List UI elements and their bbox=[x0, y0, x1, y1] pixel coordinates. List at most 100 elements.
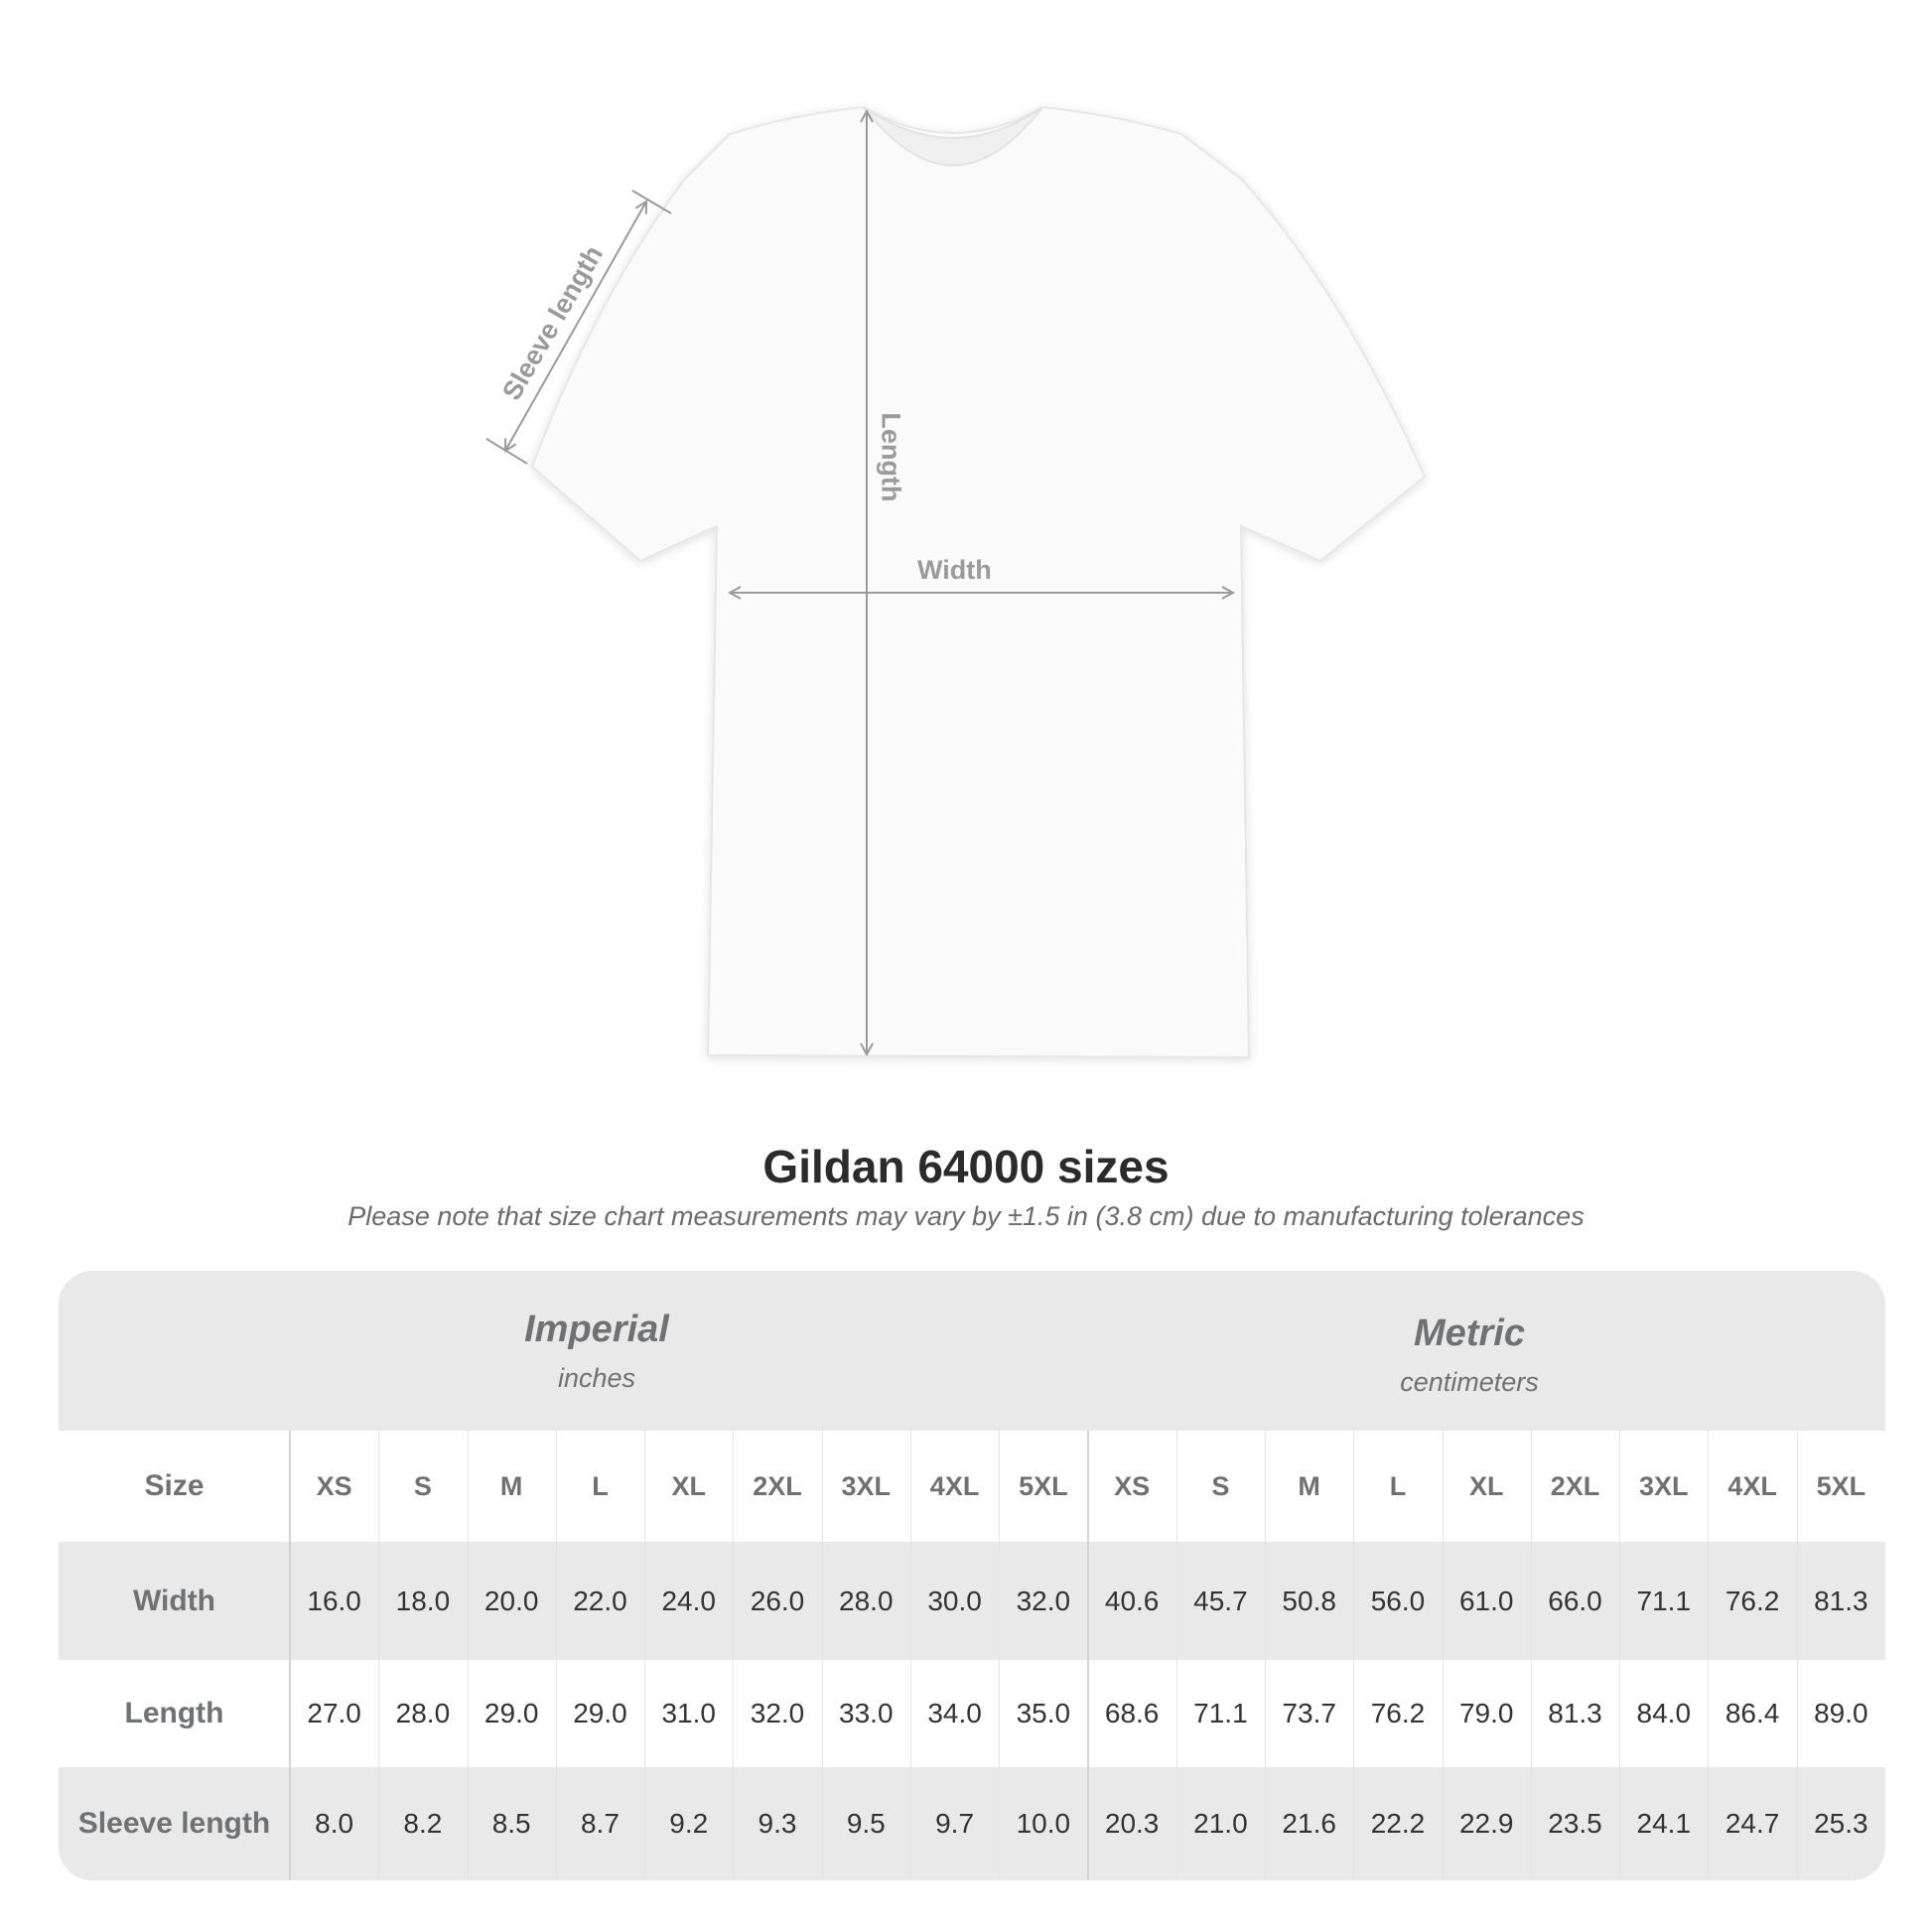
table-cell: 31.0 bbox=[661, 1698, 716, 1728]
size-header: 5XL bbox=[1816, 1470, 1866, 1501]
imperial-title: Imperial bbox=[524, 1309, 669, 1350]
table-cell: 68.6 bbox=[1104, 1698, 1160, 1728]
size-label: Size bbox=[144, 1469, 205, 1502]
metric-unit: centimeters bbox=[1400, 1367, 1539, 1397]
table-cell: 89.0 bbox=[1814, 1698, 1868, 1728]
table-cell: 34.0 bbox=[927, 1698, 982, 1728]
table-cell: 8.5 bbox=[491, 1808, 531, 1839]
table-cell: 32.0 bbox=[750, 1698, 805, 1728]
divider bbox=[733, 1431, 735, 1880]
size-header: S bbox=[1211, 1470, 1230, 1501]
table-cell: 81.3 bbox=[1548, 1698, 1602, 1728]
table-cell: 29.0 bbox=[483, 1698, 539, 1728]
divider bbox=[1708, 1431, 1710, 1880]
size-header: 2XL bbox=[753, 1470, 802, 1501]
metric-title: Metric bbox=[1414, 1312, 1525, 1354]
divider bbox=[999, 1431, 1001, 1880]
table-cell: 86.4 bbox=[1725, 1698, 1780, 1728]
table-cell: 24.1 bbox=[1636, 1808, 1692, 1839]
table-cell: 20.0 bbox=[483, 1585, 539, 1616]
size-header: XS bbox=[316, 1470, 352, 1501]
divider bbox=[289, 1431, 291, 1880]
table-row: Length 27.0 28.0 29.0 29.0 31.0 32.0 33.0 34.0 35… bbox=[59, 1660, 1885, 1767]
table-cell: 56.0 bbox=[1370, 1585, 1426, 1616]
unit-header: Imperial inches Metric centimeters bbox=[59, 1271, 1885, 1431]
table-row: Width 16.0 18.0 20.0 22.0 24.0 26.0 28.0 30.0 32.… bbox=[59, 1542, 1885, 1660]
page-title: Gildan 64000 sizes bbox=[762, 1141, 1170, 1192]
divider bbox=[1175, 1431, 1177, 1880]
table-cell: 71.1 bbox=[1636, 1585, 1692, 1616]
metric-header: Metric centimeters bbox=[1033, 1312, 1885, 1398]
divider bbox=[1619, 1431, 1621, 1880]
divider bbox=[821, 1431, 823, 1880]
divider bbox=[1442, 1431, 1444, 1880]
size-header: L bbox=[592, 1470, 609, 1501]
size-header: XL bbox=[671, 1470, 706, 1501]
row-label: Length bbox=[124, 1697, 224, 1729]
table-cell: 23.5 bbox=[1548, 1808, 1602, 1839]
table-cell: 9.2 bbox=[669, 1808, 709, 1839]
table-cell: 8.2 bbox=[403, 1808, 443, 1839]
divider bbox=[1265, 1431, 1267, 1880]
tolerance-note: Please note that size chart measurements… bbox=[347, 1201, 1585, 1231]
imperial-unit: inches bbox=[557, 1363, 636, 1393]
table-cell: 84.0 bbox=[1636, 1698, 1692, 1728]
table-cell: 16.0 bbox=[307, 1585, 361, 1616]
size-header: 2XL bbox=[1550, 1470, 1600, 1501]
size-header-row: Size XS S M L XL 2XL 3XL 4XL 5XL XS S M L XL 2XL 3XL 4XL 5… bbox=[59, 1431, 1885, 1542]
imperial-header: Imperial inches bbox=[160, 1309, 1034, 1394]
table-cell: 22.2 bbox=[1370, 1808, 1426, 1839]
table-cell: 9.7 bbox=[935, 1808, 975, 1839]
size-table: Imperial inches Metric centimeters Size X… bbox=[59, 1271, 1885, 1880]
table-cell: 61.0 bbox=[1458, 1585, 1514, 1616]
table-row: Sleeve length 8.0 8.2 8.5 8.7 9.2 9.3 9.5 9.7 10.… bbox=[59, 1767, 1885, 1880]
row-label: Width bbox=[132, 1584, 216, 1617]
size-header: 5XL bbox=[1019, 1470, 1068, 1501]
table-cell: 29.0 bbox=[573, 1698, 627, 1728]
table-cell: 73.7 bbox=[1282, 1698, 1336, 1728]
table-cell: 25.3 bbox=[1814, 1808, 1868, 1839]
table-cell: 8.7 bbox=[580, 1808, 620, 1839]
size-header: S bbox=[413, 1470, 432, 1501]
table-cell: 18.0 bbox=[395, 1585, 451, 1616]
divider bbox=[1353, 1431, 1355, 1880]
size-header: 3XL bbox=[841, 1470, 892, 1501]
table-cell: 30.0 bbox=[927, 1585, 982, 1616]
divider bbox=[1530, 1431, 1532, 1880]
size-header: 4XL bbox=[929, 1470, 980, 1501]
table-cell: 28.0 bbox=[839, 1585, 894, 1616]
size-header: M bbox=[499, 1470, 523, 1501]
divider bbox=[1796, 1431, 1798, 1880]
tshirt-diagram bbox=[485, 105, 1427, 1059]
table-cell: 66.0 bbox=[1548, 1585, 1602, 1616]
table-cell: 27.0 bbox=[307, 1698, 361, 1728]
divider bbox=[555, 1431, 557, 1880]
table-cell: 33.0 bbox=[839, 1698, 894, 1728]
table-cell: 9.3 bbox=[758, 1808, 797, 1839]
row-label: Sleeve length bbox=[77, 1807, 271, 1840]
sleeve-arrow bbox=[505, 202, 646, 451]
table-cell: 32.0 bbox=[1016, 1585, 1071, 1616]
table-cell: 22.0 bbox=[573, 1585, 627, 1616]
table-cell: 22.9 bbox=[1458, 1808, 1514, 1839]
divider bbox=[909, 1431, 911, 1880]
divider bbox=[378, 1431, 380, 1880]
table-cell: 81.3 bbox=[1814, 1585, 1868, 1616]
length-label: Length bbox=[876, 412, 906, 502]
table-cell: 28.0 bbox=[395, 1698, 451, 1728]
table-cell: 21.0 bbox=[1193, 1808, 1248, 1839]
size-header: L bbox=[1389, 1470, 1407, 1501]
size-header: 3XL bbox=[1639, 1470, 1689, 1501]
divider bbox=[644, 1431, 646, 1880]
table-cell: 40.6 bbox=[1104, 1585, 1160, 1616]
size-header: M bbox=[1298, 1470, 1320, 1501]
table-cell: 24.0 bbox=[661, 1585, 716, 1616]
table-cell: 24.7 bbox=[1725, 1808, 1780, 1839]
table-cell: 8.0 bbox=[315, 1808, 354, 1839]
size-header: XS bbox=[1114, 1470, 1151, 1501]
width-label: Width bbox=[917, 555, 992, 585]
table-cell: 50.8 bbox=[1282, 1585, 1336, 1616]
size-header: XL bbox=[1468, 1470, 1504, 1501]
table-cell: 9.5 bbox=[846, 1808, 886, 1839]
table-cell: 76.2 bbox=[1370, 1698, 1426, 1728]
